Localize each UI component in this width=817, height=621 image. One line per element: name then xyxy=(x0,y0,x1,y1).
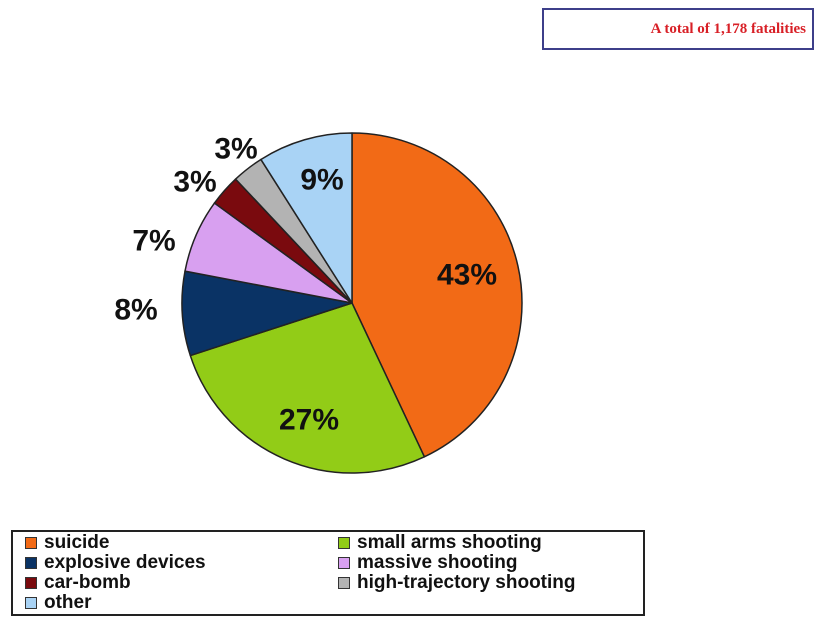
legend-item-suicide: suicide xyxy=(25,533,109,552)
legend-item-high-trajectory-shooting: high-trajectory shooting xyxy=(338,573,576,592)
legend-item-car-bomb: car-bomb xyxy=(25,573,131,592)
legend-swatch xyxy=(338,556,350,569)
legend-swatch xyxy=(25,596,37,609)
legend-item-massive-shooting: massive shooting xyxy=(338,553,518,572)
legend-label: car-bomb xyxy=(44,572,131,593)
pie-label-massive-shooting: 7% xyxy=(132,225,175,258)
pie-label-high-trajectory-shooting: 3% xyxy=(214,133,257,166)
total-fatalities-text: A total of 1,178 fatalities xyxy=(650,20,806,37)
pie-label-explosive-devices: 8% xyxy=(114,294,157,327)
total-fatalities-note: A total of 1,178 fatalities xyxy=(542,8,814,50)
legend-swatch xyxy=(25,556,37,569)
legend-swatch xyxy=(25,536,37,549)
pie-chart: 43% 27% 8% 7% 3%3% 9% xyxy=(114,132,523,474)
legend-swatch xyxy=(25,576,37,589)
pie-slice-other xyxy=(260,132,353,304)
pie-slices xyxy=(181,132,523,474)
legend-label: other xyxy=(44,592,92,613)
pie-slice-suicide xyxy=(351,132,523,458)
pie-label-small-arms-shooting: 27% xyxy=(279,404,339,437)
pie-label-suicide: 43% xyxy=(437,259,497,292)
legend-label: massive shooting xyxy=(357,552,518,573)
chart-legend: suicide small arms shooting explosive devi… xyxy=(11,530,645,616)
pie-slice-small-arms-shooting xyxy=(189,302,426,474)
legend-label: suicide xyxy=(44,532,110,553)
legend-swatch xyxy=(338,576,350,589)
legend-item-other: other xyxy=(25,593,92,612)
legend-label: high-trajectory shooting xyxy=(357,572,576,593)
legend-label: small arms shooting xyxy=(357,532,542,553)
legend-item-explosive-devices: explosive devices xyxy=(25,553,206,572)
legend-item-small-arms-shooting: small arms shooting xyxy=(338,533,542,552)
pie-label-car-bomb: 3% xyxy=(173,166,216,199)
legend-swatch xyxy=(338,536,350,549)
pie-label-other: 9% xyxy=(300,164,343,197)
pie-labels: 43% 27% 8% 7% 3%3% 9% xyxy=(114,133,497,437)
legend-label: explosive devices xyxy=(44,552,206,573)
